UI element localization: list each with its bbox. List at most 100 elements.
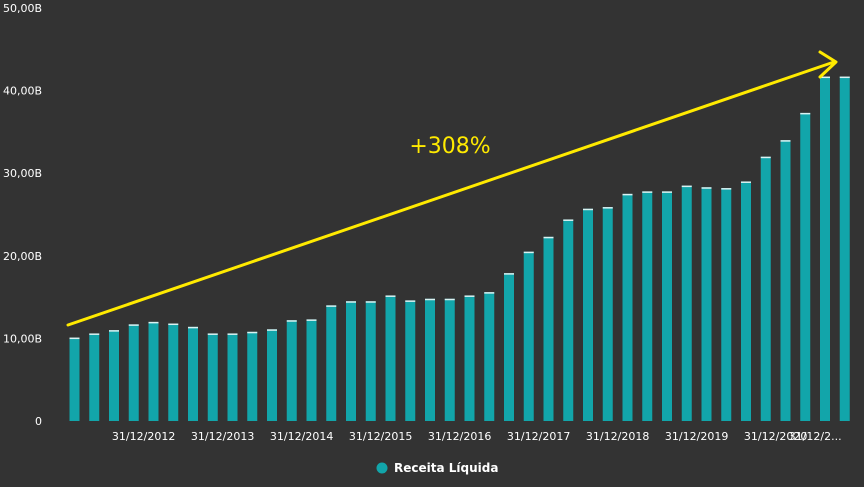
bar-top-edge: [425, 298, 435, 301]
bar[interactable]: [622, 193, 633, 421]
bar[interactable]: [168, 323, 179, 421]
bar[interactable]: [326, 305, 337, 421]
x-tick-label: 31/12/2017: [507, 430, 570, 443]
bar-top-edge: [286, 320, 297, 322]
bar[interactable]: [69, 337, 80, 421]
bar[interactable]: [444, 298, 455, 421]
growth-annotation: +308%: [66, 50, 838, 327]
bar[interactable]: [464, 295, 475, 421]
bar[interactable]: [563, 219, 574, 421]
bar-top-edge: [839, 76, 850, 79]
x-tick-label: 31/12/2016: [428, 430, 491, 443]
bar[interactable]: [207, 333, 218, 421]
bar[interactable]: [741, 181, 751, 421]
bar[interactable]: [662, 191, 672, 421]
bar[interactable]: [346, 301, 356, 421]
bar-top-edge: [662, 191, 672, 193]
bar-series-receita-liquida: [69, 76, 850, 422]
bar-top-edge: [188, 326, 198, 329]
bar[interactable]: [543, 236, 554, 421]
bar[interactable]: [425, 298, 435, 421]
bar[interactable]: [227, 333, 238, 421]
y-tick-label: 20,00B: [3, 250, 42, 263]
bar[interactable]: [760, 156, 771, 421]
bar-top-edge: [306, 319, 317, 321]
bar-top-edge: [504, 273, 514, 275]
bar[interactable]: [523, 251, 534, 421]
bar[interactable]: [247, 331, 258, 421]
bar[interactable]: [504, 273, 514, 421]
bar[interactable]: [721, 188, 732, 421]
bar-top-edge: [247, 331, 258, 334]
bar-top-edge: [464, 295, 475, 297]
x-tick-label: 31/12/2...: [789, 430, 842, 443]
bar[interactable]: [306, 319, 317, 421]
bar[interactable]: [188, 326, 198, 421]
x-tick-label: 31/12/2015: [349, 430, 412, 443]
bar-top-edge: [346, 301, 356, 303]
bar-top-edge: [227, 333, 238, 335]
bar[interactable]: [780, 140, 791, 421]
trend-arrow-head: [818, 50, 838, 79]
bar-top-edge: [701, 187, 712, 189]
bar-top-edge: [365, 301, 376, 303]
legend-marker: [376, 462, 388, 474]
bar-top-edge: [523, 251, 534, 254]
bar-top-edge: [484, 292, 495, 294]
bar[interactable]: [365, 301, 376, 421]
bar-top-edge: [207, 333, 218, 335]
bar-top-edge: [128, 324, 139, 326]
y-tick-label: 10,00B: [3, 332, 42, 345]
y-tick-label: 40,00B: [3, 85, 42, 98]
bar[interactable]: [583, 208, 593, 421]
bar-top-edge: [543, 236, 554, 239]
bar[interactable]: [820, 76, 830, 422]
bar[interactable]: [385, 295, 396, 421]
bar[interactable]: [128, 324, 139, 421]
legend[interactable]: Receita Líquida: [376, 461, 499, 475]
bar-top-edge: [109, 330, 119, 332]
x-tick-label: 31/12/2012: [112, 430, 175, 443]
bar[interactable]: [839, 76, 850, 422]
bar[interactable]: [681, 185, 692, 421]
bar-top-edge: [760, 156, 771, 159]
growth-label: +308%: [409, 134, 490, 159]
bar[interactable]: [89, 333, 100, 421]
x-tick-label: 31/12/2013: [191, 430, 254, 443]
bar[interactable]: [602, 207, 613, 421]
bar-top-edge: [800, 112, 811, 115]
bar-top-edge: [780, 140, 791, 142]
bar-top-edge: [741, 181, 751, 183]
bar[interactable]: [484, 292, 495, 421]
bar-top-edge: [642, 191, 653, 193]
bar-top-edge: [444, 298, 455, 301]
x-axis: 31/12/2012 31/12/2013 31/12/2014 31/12/2015…: [112, 430, 842, 443]
bar-top-edge: [168, 323, 179, 326]
legend-label: Receita Líquida: [394, 461, 498, 475]
bar[interactable]: [642, 191, 653, 421]
y-tick-label: 0: [35, 415, 42, 428]
bar[interactable]: [701, 187, 712, 421]
y-axis: 0 10,00B 20,00B 30,00B 40,00B 50,00B: [3, 2, 42, 428]
bar[interactable]: [800, 112, 811, 421]
bar-top-edge: [563, 219, 574, 221]
bar-top-edge: [148, 321, 159, 324]
bar-top-edge: [681, 185, 692, 188]
bar-top-edge: [385, 295, 396, 297]
bar-top-edge: [267, 329, 277, 331]
bar-top-edge: [326, 305, 337, 307]
bar[interactable]: [286, 320, 297, 421]
bar[interactable]: [148, 321, 159, 421]
bar[interactable]: [109, 330, 119, 421]
x-tick-label: 31/12/2020: [744, 430, 807, 443]
x-tick-label: 31/12/2018: [586, 430, 649, 443]
bar[interactable]: [405, 300, 416, 421]
bar[interactable]: [267, 329, 277, 421]
y-tick-label: 30,00B: [3, 167, 42, 180]
bar-top-edge: [405, 300, 416, 302]
bar-top-edge: [602, 207, 613, 209]
x-tick-label: 31/12/2014: [270, 430, 333, 443]
bar-top-edge: [89, 333, 100, 335]
